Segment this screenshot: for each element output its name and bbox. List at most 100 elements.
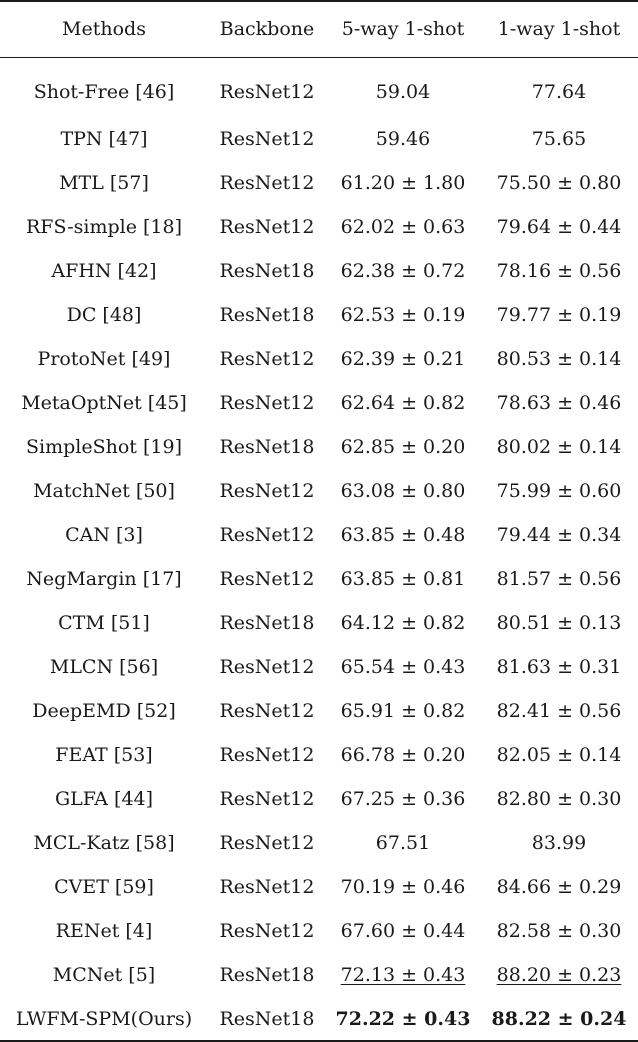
one-way-one-shot-cell: 80.02 ± 0.14 [496,436,622,458]
backbone-cell: ResNet12 [219,876,315,898]
backbone-cell: ResNet12 [219,568,315,590]
one-way-one-shot-cell: 80.51 ± 0.13 [496,612,622,634]
one-way-one-shot-cell: 75.50 ± 0.80 [496,172,622,194]
backbone-cell: ResNet12 [219,172,315,194]
table-row: RENet [4] ResNet12 67.60 ± 0.44 82.58 ± 0.3… [0,909,638,953]
backbone-cell: ResNet12 [219,81,315,104]
table-header: Methods Backbone 5-way 1-shot 1-way 1-sh… [0,1,638,57]
method-cell: TPN [47] [60,128,148,150]
method-cell: MetaOptNet [45] [21,392,187,414]
table-body: Shot-Free [46] ResNet12 59.04 77.64 TPN [47]… [0,57,638,1041]
one-way-one-shot-cell: 78.16 ± 0.56 [496,260,622,282]
backbone-cell: ResNet12 [219,832,315,854]
five-way-one-shot-cell: 67.51 [375,832,431,854]
backbone-cell: ResNet18 [219,304,315,326]
underlined-value: 88.20 ± 0.23 [496,964,622,986]
table-row: TPN [47] ResNet12 59.46 75.65 [0,117,638,161]
five-way-one-shot-cell: 65.91 ± 0.82 [340,700,466,722]
method-cell: MCNet [5] [52,964,156,986]
backbone-cell: ResNet12 [219,788,315,810]
method-cell: CAN [3] [65,524,143,546]
table-row: ProtoNet [49] ResNet12 62.39 ± 0.21 80.53 ±… [0,337,638,381]
backbone-cell: ResNet12 [219,128,315,150]
five-way-one-shot-cell: 65.54 ± 0.43 [340,656,466,678]
backbone-cell: ResNet18 [219,1007,315,1030]
method-cell: MatchNet [50] [33,480,175,502]
method-cell: DC [48] [66,304,142,326]
one-way-one-shot-cell: 75.65 [531,128,587,150]
five-way-one-shot-cell: 64.12 ± 0.82 [340,612,466,634]
five-way-one-shot-cell: 63.85 ± 0.81 [340,568,466,590]
method-cell: SimpleShot [19] [26,436,182,458]
five-way-one-shot-cell: 62.39 ± 0.21 [340,348,466,370]
backbone-cell: ResNet12 [219,392,315,414]
method-cell: MTL [57] [59,172,149,194]
backbone-cell: ResNet18 [219,612,315,634]
method-cell: CTM [51] [58,612,150,634]
backbone-cell: ResNet18 [219,436,315,458]
five-way-one-shot-cell: 62.38 ± 0.72 [340,260,466,282]
method-cell: MLCN [56] [49,656,159,678]
table-row: DC [48] ResNet18 62.53 ± 0.19 79.77 ± 0.19 [0,293,638,337]
method-cell: Shot-Free [46] [33,81,175,104]
table-row: Shot-Free [46] ResNet12 59.04 77.64 [0,57,638,117]
one-way-one-shot-cell: 79.77 ± 0.19 [496,304,622,326]
one-way-one-shot-cell: 75.99 ± 0.60 [496,480,622,502]
table-row: GLFA [44] ResNet12 67.25 ± 0.36 82.80 ± 0.3… [0,777,638,821]
five-way-one-shot-cell: 72.22 ± 0.43 [335,1007,471,1030]
method-cell: MCL-Katz [58] [33,832,175,854]
header-methods: Methods [62,18,146,41]
one-way-one-shot-cell: 82.80 ± 0.30 [496,788,622,810]
five-way-one-shot-cell: 66.78 ± 0.20 [340,744,466,766]
one-way-one-shot-cell: 82.05 ± 0.14 [496,744,622,766]
method-cell: RENet [4] [55,920,153,942]
table-row: MTL [57] ResNet12 61.20 ± 1.80 75.50 ± 0.80 [0,161,638,205]
one-way-one-shot-cell: 81.63 ± 0.31 [496,656,622,678]
one-way-one-shot-cell: 84.66 ± 0.29 [496,876,622,898]
method-cell: NegMargin [17] [26,568,182,590]
table-row: MCNet [5] ResNet18 72.13 ± 0.43 88.20 ± 0.2… [0,953,638,997]
table-row: CTM [51] ResNet18 64.12 ± 0.82 80.51 ± 0.13 [0,601,638,645]
backbone-cell: ResNet12 [219,700,315,722]
one-way-one-shot-cell: 83.99 [531,832,587,854]
five-way-one-shot-cell: 70.19 ± 0.46 [340,876,466,898]
table-row: DeepEMD [52] ResNet12 65.91 ± 0.82 82.41 ± … [0,689,638,733]
header-1way-1shot: 1-way 1-shot [497,18,621,41]
header-row: Methods Backbone 5-way 1-shot 1-way 1-sh… [0,1,638,57]
backbone-cell: ResNet12 [219,348,315,370]
five-way-one-shot-cell: 63.85 ± 0.48 [340,524,466,546]
five-way-one-shot-cell: 62.02 ± 0.63 [340,216,466,238]
table-row: FEAT [53] ResNet12 66.78 ± 0.20 82.05 ± 0.1… [0,733,638,777]
table-row: MCL-Katz [58] ResNet12 67.51 83.99 [0,821,638,865]
underlined-value: 72.13 ± 0.43 [340,964,466,986]
backbone-cell: ResNet18 [219,260,315,282]
method-cell: DeepEMD [52] [32,700,176,722]
table-row: MetaOptNet [45] ResNet12 62.64 ± 0.82 78.63… [0,381,638,425]
method-cell: LWFM-SPM(Ours) [15,1007,193,1030]
backbone-cell: ResNet12 [219,744,315,766]
one-way-one-shot-cell: 82.58 ± 0.30 [496,920,622,942]
five-way-one-shot-cell: 72.13 ± 0.43 [326,953,480,997]
one-way-one-shot-cell: 82.41 ± 0.56 [496,700,622,722]
table-row: CAN [3] ResNet12 63.85 ± 0.48 79.44 ± 0.34 [0,513,638,557]
five-way-one-shot-cell: 67.25 ± 0.36 [340,788,466,810]
five-way-one-shot-cell: 59.46 [375,128,431,150]
method-cell: ProtoNet [49] [37,348,171,370]
backbone-cell: ResNet12 [219,480,315,502]
one-way-one-shot-cell: 81.57 ± 0.56 [496,568,622,590]
method-cell: GLFA [44] [54,788,154,810]
five-way-one-shot-cell: 63.08 ± 0.80 [340,480,466,502]
backbone-cell: ResNet12 [219,216,315,238]
table-row: NegMargin [17] ResNet12 63.85 ± 0.81 81.57 … [0,557,638,601]
five-way-one-shot-cell: 61.20 ± 1.80 [340,172,466,194]
one-way-one-shot-cell: 88.22 ± 0.24 [491,1007,627,1030]
one-way-one-shot-cell: 79.64 ± 0.44 [496,216,622,238]
table-row: MLCN [56] ResNet12 65.54 ± 0.43 81.63 ± 0.3… [0,645,638,689]
five-way-one-shot-cell: 62.64 ± 0.82 [340,392,466,414]
table-row: RFS-simple [18] ResNet12 62.02 ± 0.63 79.64… [0,205,638,249]
one-way-one-shot-cell: 78.63 ± 0.46 [496,392,622,414]
five-way-one-shot-cell: 59.04 [375,81,431,104]
five-way-one-shot-cell: 62.85 ± 0.20 [340,436,466,458]
